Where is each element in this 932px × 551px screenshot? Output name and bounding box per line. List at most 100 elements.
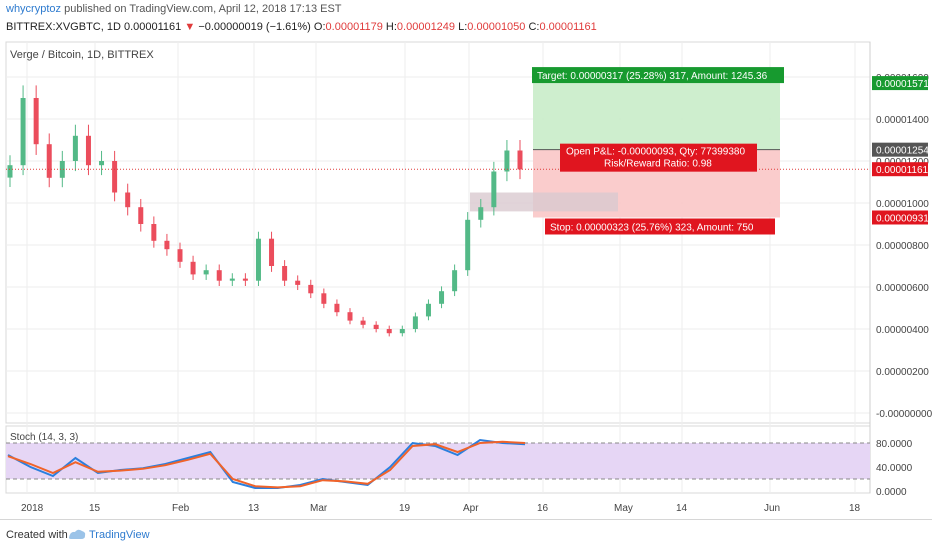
- candle-body: [425, 303, 431, 317]
- candle-body: [269, 238, 275, 266]
- price-tick: -0.00000000: [876, 409, 932, 420]
- candle-body: [190, 261, 196, 275]
- price-axis: 0.000016000.000014000.000012000.00001000…: [869, 42, 932, 493]
- pnl-label-bg: [560, 143, 757, 172]
- x-tick-label: 16: [537, 503, 549, 514]
- entry-badge: 0.00001254: [872, 142, 929, 157]
- target-label-bg: [532, 67, 784, 84]
- stop-label-text: Stop: 0.00000323 (25.76%) 323, Amount: 7…: [550, 222, 754, 233]
- open-label: O:: [313, 21, 326, 33]
- created-with-text: Created with: [6, 529, 68, 541]
- stop-badge-text: 0.00000931: [876, 213, 929, 224]
- x-tick-label: May: [614, 503, 633, 514]
- x-tick-label: Mar: [310, 503, 328, 514]
- candle-body: [203, 270, 209, 275]
- candle-body: [85, 135, 91, 166]
- publish-line: whycryptoz published on TradingView.com,…: [6, 3, 342, 15]
- pane-title: Verge / Bitcoin, 1D, BITTREX: [10, 49, 154, 61]
- candle-body: [517, 150, 523, 170]
- candle-body: [373, 324, 379, 329]
- chart-header: whycryptoz published on TradingView.com,…: [0, 0, 932, 38]
- stop-badge: 0.00000931: [872, 210, 929, 225]
- candle-body: [138, 207, 144, 224]
- close-value: 0.00001161: [539, 21, 597, 33]
- candle-body: [347, 312, 353, 321]
- symbol-label: BITTREX:XVGBTC, 1D: [6, 21, 121, 33]
- x-tick-label: 15: [89, 503, 101, 514]
- x-tick-label: 2018: [21, 503, 44, 514]
- candle-body: [242, 278, 248, 281]
- stochastic-pane: Stoch (14, 3, 3) 80.0000 40.0000 0.0000: [6, 432, 913, 498]
- candle-body: [255, 238, 261, 281]
- candle-body: [229, 278, 235, 281]
- stoch-title: Stoch (14, 3, 3): [10, 432, 78, 443]
- candle-body: [295, 280, 301, 285]
- price-tick: 0.00000800: [876, 241, 929, 252]
- price-chart[interactable]: Verge / Bitcoin, 1D, BITTREX Target: 0.00…: [0, 38, 932, 519]
- low-label: L:: [458, 21, 468, 33]
- pnl-label: Open P&L: -0.00000093, Qty: 77399380Risk…: [560, 143, 757, 172]
- tradingview-brand[interactable]: TradingView: [89, 529, 150, 541]
- price-tick: 0.00000400: [876, 325, 929, 336]
- rr-text: Risk/Reward Ratio: 0.98: [604, 159, 712, 170]
- stop-label-bg: [545, 218, 775, 235]
- x-tick-label: Apr: [463, 503, 479, 514]
- candle-body: [478, 207, 484, 220]
- target-badge-text: 0.00001571: [876, 79, 929, 90]
- position-overlay: Verge / Bitcoin, 1D, BITTREX Target: 0.00…: [6, 49, 870, 235]
- candle-body: [452, 270, 458, 292]
- last-price-badge-text: 0.00001161: [876, 165, 929, 176]
- x-tick-label: 18: [849, 503, 861, 514]
- last-price: 0.00001161: [123, 21, 182, 33]
- stop-label: Stop: 0.00000323 (25.76%) 323, Amount: 7…: [545, 218, 775, 235]
- stoch-tick: 0.0000: [876, 487, 907, 498]
- target-badge-bg: [872, 76, 928, 91]
- entry-badge-text: 0.00001254: [876, 146, 929, 157]
- candle-body: [164, 240, 170, 250]
- high-label: H:: [385, 21, 397, 33]
- stoch-tick: 40.0000: [876, 463, 913, 474]
- candle-body: [151, 224, 157, 241]
- candlestick-series: [7, 85, 523, 337]
- low-value: 0.00001050: [467, 21, 526, 33]
- candle-body: [59, 161, 65, 178]
- consolidation-box: [470, 192, 618, 212]
- candle-body: [20, 98, 26, 166]
- author-link[interactable]: whycryptoz: [6, 3, 62, 15]
- candle-body: [504, 150, 510, 172]
- footer-bar: Created with TradingView: [0, 519, 932, 551]
- stoch-d-line: [7, 440, 526, 489]
- candle-body: [386, 329, 392, 334]
- entry-badge-bg: [872, 142, 928, 157]
- candle-body: [360, 320, 366, 325]
- high-value: 0.00001249: [396, 21, 456, 33]
- stop-badge-bg: [872, 210, 928, 225]
- target-label-text: Target: 0.00000317 (25.28%) 317, Amount:…: [537, 71, 768, 82]
- candle-body: [125, 192, 131, 208]
- pnl-text: Open P&L: -0.00000093, Qty: 77399380: [566, 147, 745, 158]
- last-price-badge-bg: [872, 162, 928, 177]
- candle-body: [491, 171, 497, 208]
- candle-body: [216, 270, 222, 281]
- time-axis: 2018 15 Feb 13 Mar 19 Apr 16 May 14 Jun 18: [21, 503, 861, 514]
- candle-body: [465, 219, 471, 271]
- price-tick: 0.00000200: [876, 367, 929, 378]
- x-tick-label: 13: [248, 503, 260, 514]
- x-tick-label: Feb: [172, 503, 190, 514]
- symbol-line: BITTREX:XVGBTC, 1D 0.00001161 ▼ −0.00000…: [6, 21, 597, 33]
- candle-body: [33, 98, 39, 145]
- open-value: 0.00001179: [325, 21, 383, 33]
- candle-body: [177, 249, 183, 262]
- x-tick-label: 19: [399, 503, 411, 514]
- candle-body: [439, 291, 445, 304]
- target-zone: [533, 83, 780, 150]
- down-arrow-icon: ▼: [184, 21, 196, 33]
- candle-body: [321, 293, 327, 304]
- candle-body: [399, 329, 405, 334]
- stoch-tick: 80.0000: [876, 439, 913, 450]
- candle-body: [112, 161, 118, 193]
- target-badge: 0.00001571: [872, 76, 929, 91]
- candle-body: [412, 316, 418, 329]
- price-tick: 0.00001000: [876, 199, 929, 210]
- x-tick-label: Jun: [764, 503, 780, 514]
